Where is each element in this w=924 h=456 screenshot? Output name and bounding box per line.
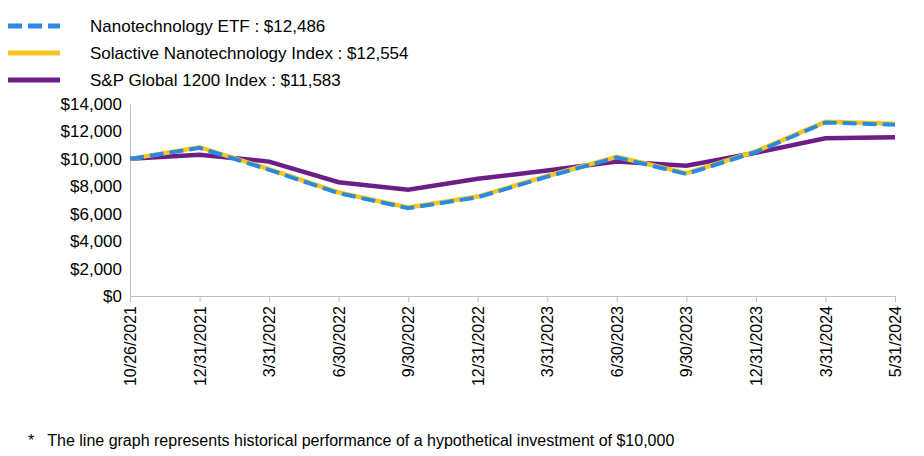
legend-label: Nanotechnology ETF : $12,486: [90, 17, 325, 36]
y-tick: $4,000: [70, 232, 130, 251]
x-tick-mark: [617, 296, 618, 302]
y-tick: $2,000: [70, 260, 130, 279]
y-tick: $14,000: [61, 95, 130, 114]
x-tick-mark: [200, 296, 201, 302]
x-tick-label: 3/31/2023: [539, 306, 556, 377]
legend-label: S&P Global 1200 Index : $11,583: [90, 71, 341, 90]
y-tick-label: $0: [103, 287, 122, 306]
x-tick: 12/31/2023: [748, 296, 765, 386]
x-tick-label: 10/26/2021: [122, 306, 139, 386]
y-tick: $12,000: [61, 122, 130, 141]
x-axis-line: [131, 296, 896, 297]
x-tick-label: 9/30/2022: [400, 306, 417, 377]
x-tick-label: 3/31/2022: [261, 306, 278, 377]
y-tick: $0: [103, 287, 130, 306]
y-tick-label: $14,000: [61, 95, 122, 114]
y-tick: $6,000: [70, 205, 130, 224]
x-tick: 3/31/2022: [261, 296, 278, 377]
x-tick-mark: [478, 296, 479, 302]
x-tick-label: 6/30/2022: [331, 306, 348, 377]
y-tick: $8,000: [70, 177, 130, 196]
x-tick-label: 5/31/2024: [887, 306, 904, 377]
x-tick-label: 6/30/2023: [609, 306, 626, 377]
y-tick-label: $4,000: [70, 232, 122, 251]
x-tick-label: 12/31/2023: [748, 306, 765, 386]
y-tick-label: $8,000: [70, 177, 122, 196]
series-line: [130, 123, 895, 209]
x-tick-mark: [339, 296, 340, 302]
y-tick: $10,000: [61, 150, 130, 169]
x-tick: 6/30/2022: [331, 296, 348, 377]
x-tick-mark: [825, 296, 826, 302]
x-axis: 10/26/2021 12/31/2021 3/31/2022 6/30/2022 9/…: [122, 296, 904, 386]
legend: Nanotechnology ETF : $12,486 Solactive Na…: [8, 17, 409, 90]
x-tick-label: 12/31/2021: [192, 306, 209, 386]
x-tick-mark: [756, 296, 757, 302]
x-tick-label: 9/30/2023: [678, 306, 695, 377]
x-tick-label: 12/31/2022: [470, 306, 487, 386]
y-tick-label: $2,000: [70, 260, 122, 279]
y-tick-label: $12,000: [61, 122, 122, 141]
series-line: [130, 122, 895, 208]
legend-swatch: [8, 24, 60, 29]
x-tick-mark: [686, 296, 687, 302]
lines: [130, 122, 895, 208]
x-tick: 12/31/2022: [470, 296, 487, 386]
legend-swatch: [8, 78, 60, 83]
x-tick: 5/31/2024: [887, 296, 904, 377]
y-axis-line: [130, 105, 131, 297]
x-tick-label: 3/31/2024: [818, 306, 835, 377]
legend-swatch: [8, 51, 60, 56]
y-axis: $0 $2,000 $4,000 $6,000 $8,000 $10,000 $12,000…: [61, 95, 131, 306]
x-tick: 12/31/2021: [192, 296, 209, 386]
legend-label: Solactive Nanotechnology Index : $12,554: [90, 44, 409, 63]
x-tick: 9/30/2022: [400, 296, 417, 377]
x-tick: 10/26/2021: [122, 296, 139, 386]
x-tick-mark: [895, 296, 896, 302]
x-tick-mark: [269, 296, 270, 302]
x-tick: 3/31/2024: [818, 296, 835, 377]
footnote: * The line graph represents historical p…: [28, 432, 674, 449]
x-tick-mark: [130, 296, 131, 302]
x-tick: 6/30/2023: [609, 296, 626, 377]
x-tick: 3/31/2023: [539, 296, 556, 377]
chart: $0 $2,000 $4,000 $6,000 $8,000 $10,000 $12,000…: [0, 0, 924, 456]
x-tick-mark: [547, 296, 548, 302]
y-tick-label: $10,000: [61, 150, 122, 169]
x-tick-mark: [408, 296, 409, 302]
y-tick-label: $6,000: [70, 205, 122, 224]
x-tick: 9/30/2023: [678, 296, 695, 377]
